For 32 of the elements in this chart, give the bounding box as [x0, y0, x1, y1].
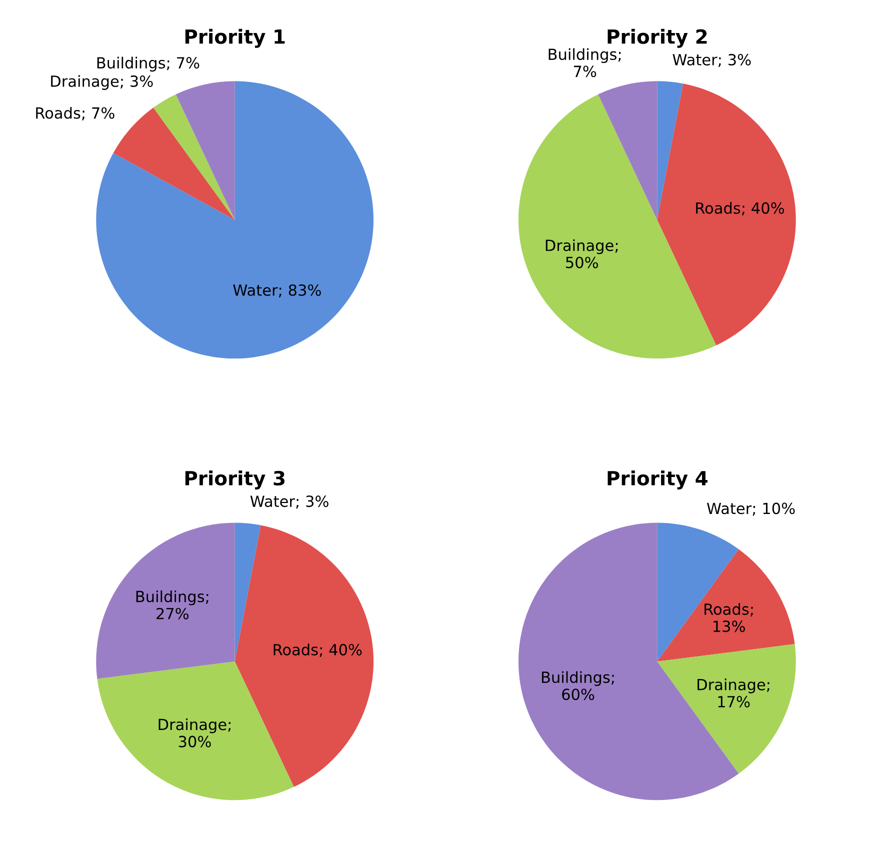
slice-label: Roads; 13%: [704, 603, 753, 632]
slice-label: Drainage; 17%: [698, 678, 770, 708]
slice-label: Water; 83%: [233, 284, 321, 298]
pie-slice: [234, 522, 261, 662]
pie-slice: [113, 108, 235, 220]
slice-label: Water; 3%: [672, 54, 751, 68]
chart-title: Priority 4: [608, 470, 708, 490]
slice-label: Buildings; 27%: [136, 590, 208, 620]
pie-slice: [234, 525, 374, 787]
pie-slice: [97, 661, 294, 800]
slice-label: Roads; 40%: [696, 202, 784, 216]
slice-label: Water; 3%: [250, 496, 328, 509]
slice-label: Roads; 7%: [36, 106, 114, 120]
slice-label: Buildings; 7%: [97, 56, 200, 72]
slice-label: Drainage; 3%: [51, 75, 153, 90]
pie-slice: [96, 522, 235, 679]
slice-label: Roads; 40%: [274, 644, 362, 657]
slice-label: Buildings; 7%: [548, 48, 621, 78]
chart-title: Priority 3: [185, 470, 284, 490]
pie-slice: [176, 81, 235, 220]
pie-slice: [657, 81, 684, 220]
chart-title: Priority 2: [608, 28, 707, 48]
slice-label: Buildings; 60%: [542, 671, 614, 700]
slice-label: Drainage; 30%: [158, 718, 230, 748]
pie-slice: [657, 549, 795, 662]
slice-label: Drainage; 50%: [546, 239, 618, 268]
slice-label: Water; 10%: [706, 502, 795, 516]
pie-slice: [153, 94, 235, 220]
chart-title: Priority 1: [185, 28, 285, 48]
pie-slice: [657, 644, 796, 774]
pie-slice: [657, 84, 796, 346]
pie-slice: [598, 81, 658, 220]
